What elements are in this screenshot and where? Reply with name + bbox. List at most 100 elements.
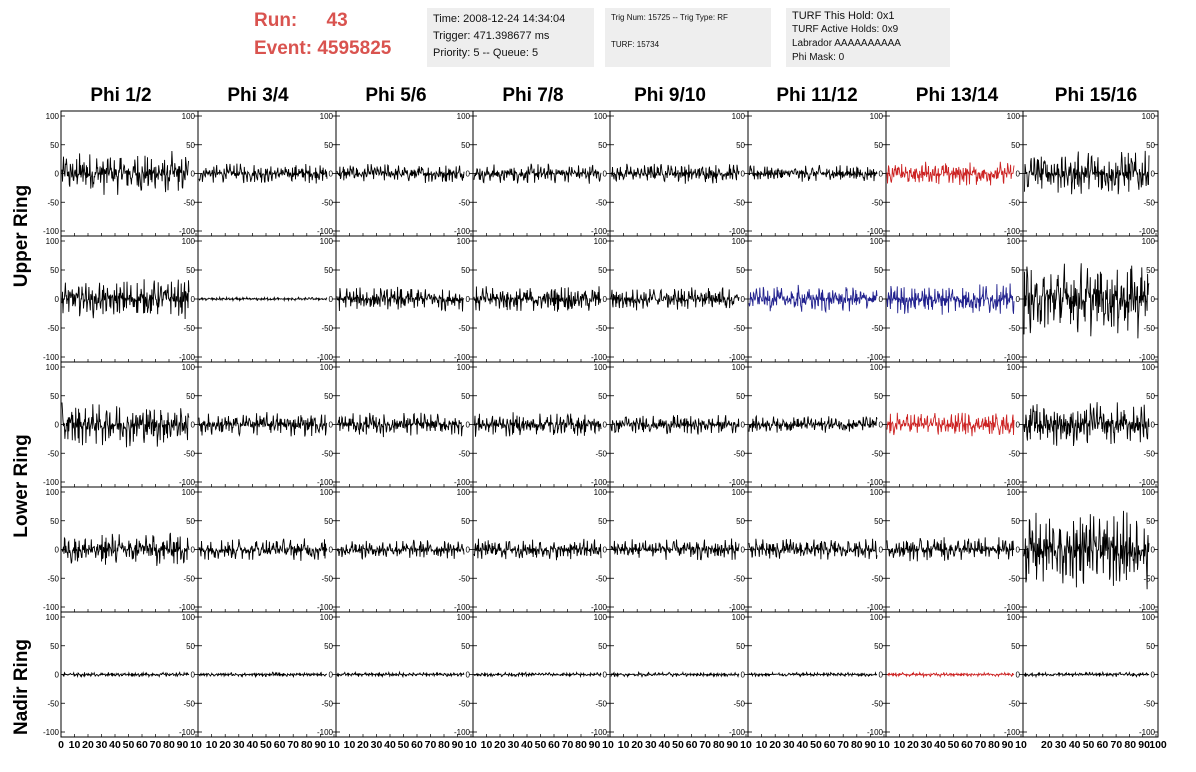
y-tick-label: -100 [1139,728,1156,737]
y-tick-label: -100 [729,603,746,612]
x-tick-label: 30 [1055,739,1067,751]
waveform-panel: 100 50 0 -50 -100 [335,110,474,237]
waveform-trace [886,283,1015,315]
y-tick-label: 50 [1146,392,1155,401]
y-tick-label: 100 [594,112,608,121]
x-tick-label: 20 [631,739,643,751]
y-axis-tick-label: 50 [50,141,59,150]
x-tick-label: 50 [260,739,272,751]
y-axis-tick-label: 0 [55,671,60,680]
waveform-trace [1023,150,1150,195]
y-tick-label: 0 [603,671,608,680]
waveform-panel: 100 50 0 -50 -100 [1022,235,1159,363]
waveform-panel: 100 50 0 -50 -100 [197,486,337,613]
y-tick-label: 100 [1142,488,1156,497]
y-tick-label: 100 [1142,237,1156,246]
waveform-panel: 100 50 0 -50 -100 [747,110,887,237]
y-tick-label: 50 [874,642,883,651]
y-tick-label: -50 [321,198,333,207]
waveform-trace [1023,402,1150,447]
x-tick-label: 30 [921,739,933,751]
turf-active-text: TURF Active Holds: 0x9 [792,24,899,35]
x-tick-label: 70 [425,739,437,751]
x-tick-label: 20 [219,739,231,751]
run-label: Run: 43 [254,10,348,32]
y-tick-label: -50 [595,574,607,583]
waveform-trace [1023,670,1150,679]
waveform-trace [473,163,602,184]
y-tick-label: -50 [1008,198,1020,207]
waveform-panel: 100 50 0 -50 -100 [747,611,887,738]
y-axis-tick-label: -50 [47,574,59,583]
x-tick-label: 70 [150,739,162,751]
y-tick-label: -50 [1008,324,1020,333]
y-tick-label: 0 [741,170,746,179]
waveform-panel: 100 50 0 -50 -100 [885,235,1024,363]
y-tick-label: -100 [867,478,884,487]
x-tick-label: 10 [328,739,340,751]
y-tick-label: 100 [1142,613,1156,622]
y-tick-label: 100 [1142,363,1156,372]
y-tick-label: 100 [320,112,334,121]
y-tick-label: 50 [1011,392,1020,401]
x-tick-label: 40 [934,739,946,751]
y-tick-label: 0 [191,170,196,179]
y-tick-label: -100 [1139,227,1156,236]
run-value: 43 [326,10,348,31]
y-tick-label: 0 [741,671,746,680]
y-axis-tick-label: 100 [46,488,60,497]
waveform-panel: 100 50 0 -50 -100 [197,611,337,738]
turf-info-box: TURF This Hold: 0x1 TURF Active Holds: 0… [786,8,950,67]
y-tick-label: -100 [591,353,608,362]
x-tick-label: 50 [948,739,960,751]
y-tick-label: -50 [183,198,195,207]
y-tick-label: 0 [329,170,334,179]
y-tick-label: 0 [603,421,608,430]
y-tick-label: -50 [871,699,883,708]
y-tick-label: 100 [1142,112,1156,121]
y-tick-label: 50 [324,517,333,526]
y-tick-label: 50 [874,392,883,401]
y-tick-label: 0 [466,170,471,179]
x-tick-label: 20 [907,739,919,751]
y-tick-label: -100 [317,353,334,362]
y-tick-label: -50 [1143,449,1155,458]
x-tick-label: 10 [1015,739,1027,751]
y-tick-label: -50 [595,699,607,708]
x-tick-label: 40 [521,739,533,751]
waveform-panel: 100 50 0 -50 -100 [747,235,887,363]
y-axis-tick-label: 50 [50,266,59,275]
y-tick-label: -100 [179,353,196,362]
waveform-panel: 100 50 0 -50 -100 [609,486,749,613]
x-tick-label: 20 [82,739,94,751]
x-tick-label: 50 [1083,739,1095,751]
waveform-panel: 100 50 0 -50 -100 [335,235,474,363]
column-header-phi-13-14: Phi 13/14 [915,85,999,106]
y-tick-label: 0 [1151,295,1156,304]
y-tick-label: -100 [1004,478,1021,487]
y-tick-label: -50 [458,324,470,333]
y-tick-label: -50 [871,574,883,583]
waveform-trace [610,163,740,184]
y-tick-label: 0 [329,546,334,555]
y-tick-label: 0 [329,671,334,680]
y-tick-label: 0 [1151,671,1156,680]
x-tick-label: 10 [894,739,906,751]
y-tick-label: -100 [1004,728,1021,737]
x-tick-label: 100 [1149,739,1167,751]
x-tick-label: 80 [575,739,587,751]
y-tick-label: 50 [461,517,470,526]
y-axis-tick-label: -50 [47,324,59,333]
waveform-trace [473,671,602,679]
waveform-trace [748,538,878,560]
y-tick-label: -50 [871,324,883,333]
x-tick-label: 60 [548,739,560,751]
x-tick-label: 40 [109,739,121,751]
x-tick-label: 40 [797,739,809,751]
waveform-panel: 100 50 0 -50 -100 [609,110,749,237]
x-tick-label: 10 [190,739,202,751]
y-tick-label: 0 [1016,546,1021,555]
y-tick-label: 100 [457,237,471,246]
y-tick-label: 50 [324,141,333,150]
run-label-text: Run: [254,10,298,31]
